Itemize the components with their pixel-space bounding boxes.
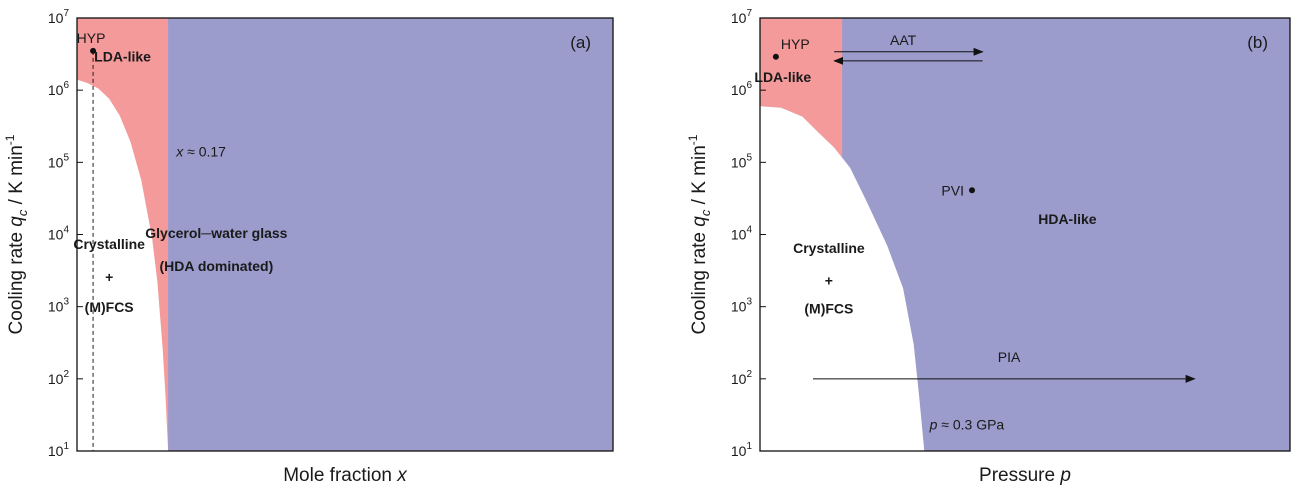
region-label: + [825, 273, 833, 289]
crystalline-region [760, 106, 925, 451]
point-label: HYP [77, 30, 106, 46]
panel-b: LDA-like HDA-like Crystalline + (M)FCS HYP AA… [686, 8, 1291, 486]
y-tick-label: 106 [731, 80, 753, 98]
arrow-label: AAT [890, 32, 917, 48]
region-label: (M)FCS [804, 301, 853, 317]
y-tick-label: 107 [731, 8, 753, 26]
region-label: Glycerol─water glass [145, 225, 287, 241]
panel-label: (a) [570, 33, 591, 52]
boundary-annotation: x ≈ 0.17 [175, 144, 226, 160]
y-tick-label: 107 [48, 8, 70, 26]
y-tick-label: 102 [731, 369, 753, 387]
region-label: Crystalline [73, 236, 145, 252]
y-tick-label: 103 [731, 297, 753, 315]
y-axis-label: Cooling rate qc / K min-1 [3, 134, 30, 334]
region-label: + [105, 269, 113, 285]
pressure-annotation: p ≈ 0.3 GPa [929, 416, 1005, 432]
y-tick-label: 102 [48, 369, 70, 387]
x-axis-label: Pressure p [979, 465, 1071, 486]
panel-label: (b) [1247, 33, 1268, 52]
region-label: LDA-like [754, 69, 811, 85]
arrow-label: PIA [998, 349, 1021, 365]
y-tick-label: 106 [48, 80, 70, 98]
y-tick-label: 104 [731, 225, 753, 243]
point-label: HYP [781, 36, 810, 52]
region-label: (M)FCS [85, 299, 134, 315]
y-tick-label: 105 [731, 152, 753, 170]
x-axis-label: Mole fraction x [283, 465, 408, 486]
region-label: HDA-like [1038, 211, 1097, 227]
y-tick-label: 103 [48, 297, 70, 315]
region-label: Crystalline [793, 240, 865, 256]
y-tick-label: 104 [48, 225, 70, 243]
data-point [772, 53, 779, 60]
point-label: PVI [941, 182, 964, 198]
panel-a: LDA-like Crystalline + (M)FCS Glycerol─water… [3, 8, 614, 486]
y-tick-label: 101 [731, 441, 753, 459]
y-tick-label: 105 [48, 152, 70, 170]
y-tick-label: 101 [48, 441, 70, 459]
lda-region [760, 18, 843, 158]
data-point [969, 187, 975, 194]
region-label: (HDA dominated) [159, 258, 273, 274]
region-label: LDA-like [94, 48, 151, 64]
y-axis-label: Cooling rate qc / K min-1 [686, 134, 713, 334]
data-point [90, 47, 97, 54]
crystalline-region [77, 79, 169, 451]
